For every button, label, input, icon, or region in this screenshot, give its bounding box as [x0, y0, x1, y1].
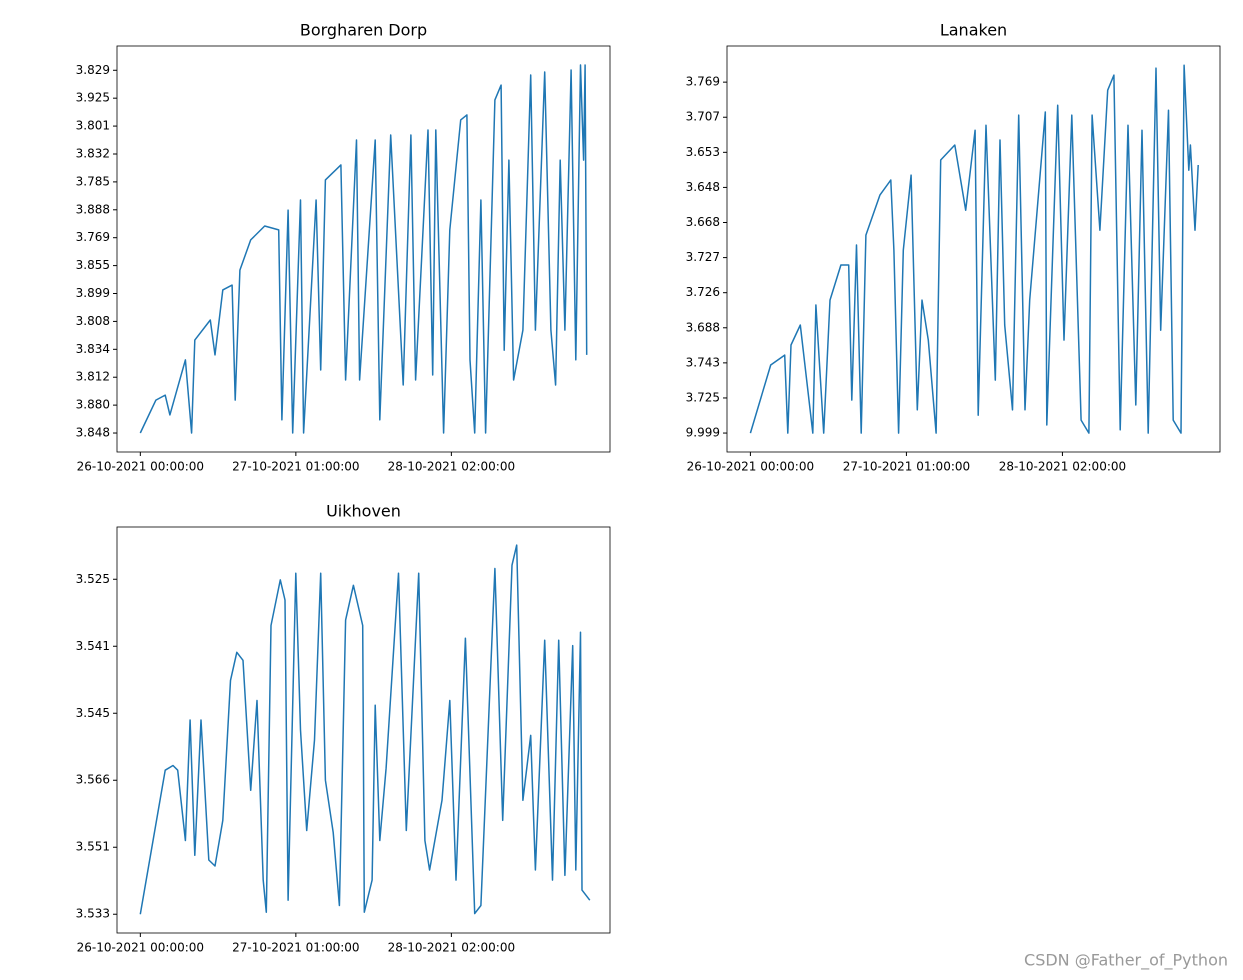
y-tick-label: 3.812	[76, 370, 110, 384]
y-tick-label: 3.769	[76, 230, 110, 244]
x-tick-label: 27-10-2021 01:00:00	[843, 460, 970, 474]
y-tick-label: 3.829	[76, 63, 110, 77]
axes-frame	[116, 526, 611, 934]
y-tick-label: 3.688	[686, 320, 720, 334]
y-tick-label: 3.808	[76, 314, 110, 328]
x-tick-label: 28-10-2021 02:00:00	[388, 460, 515, 474]
x-tick-label: 28-10-2021 02:00:00	[999, 460, 1126, 474]
y-tick-label: 3.888	[76, 202, 110, 216]
y-tick-label: 3.832	[76, 146, 110, 160]
y-tick-label: 3.848	[76, 426, 110, 440]
y-tick-label: 3.566	[76, 773, 110, 787]
subplot: Borgharen Dorp 3.848 3.880 3.812 3.834 3.808 3…	[76, 21, 611, 474]
y-tick-label: 3.855	[76, 258, 110, 272]
x-tick-label: 26-10-2021 00:00:00	[77, 941, 204, 955]
y-tick-label: 3.725	[686, 390, 720, 404]
y-tick-label: 3.726	[686, 285, 720, 299]
x-tick-label: 27-10-2021 01:00:00	[232, 460, 359, 474]
y-tick-label: 9.999	[686, 426, 720, 440]
y-tick-label: 3.743	[686, 355, 720, 369]
subplot-title: Borgharen Dorp	[300, 21, 427, 40]
x-tick-label: 26-10-2021 00:00:00	[687, 460, 814, 474]
axes-frame	[726, 45, 1221, 453]
y-tick-label: 3.668	[686, 215, 720, 229]
x-tick-label: 27-10-2021 01:00:00	[232, 941, 359, 955]
y-tick-label: 3.551	[76, 840, 110, 854]
y-tick-label: 3.545	[76, 706, 110, 720]
y-tick-label: 3.925	[76, 91, 110, 105]
y-tick-label: 3.727	[686, 250, 720, 264]
data-line	[139, 544, 591, 915]
subplot: Lanaken 9.999 3.725 3.743 3.688 3.726 3.727 3.6…	[686, 21, 1221, 474]
y-tick-label: 3.525	[76, 572, 110, 586]
x-tick-label: 28-10-2021 02:00:00	[388, 941, 515, 955]
y-tick-label: 3.801	[76, 119, 110, 133]
y-tick-label: 3.785	[76, 174, 110, 188]
subplot-title: Uikhoven	[326, 502, 401, 521]
y-tick-label: 3.880	[76, 398, 110, 412]
data-line	[139, 64, 588, 434]
watermark: CSDN @Father_of_Python	[1024, 951, 1228, 971]
y-tick-label: 3.899	[76, 286, 110, 300]
y-tick-label: 3.707	[686, 110, 720, 124]
axes-frame	[116, 45, 611, 453]
data-line	[749, 64, 1199, 434]
y-tick-label: 3.648	[686, 180, 720, 194]
x-tick-label: 26-10-2021 00:00:00	[77, 460, 204, 474]
y-tick-label: 3.834	[76, 342, 110, 356]
y-tick-label: 3.533	[76, 907, 110, 921]
y-tick-label: 3.541	[76, 639, 110, 653]
y-tick-label: 3.653	[686, 145, 720, 159]
subplot: Uikhoven 3.533 3.551 3.566 3.545 3.541 3.525 26…	[76, 502, 611, 955]
y-tick-label: 3.769	[686, 75, 720, 89]
subplot-title: Lanaken	[940, 21, 1007, 40]
